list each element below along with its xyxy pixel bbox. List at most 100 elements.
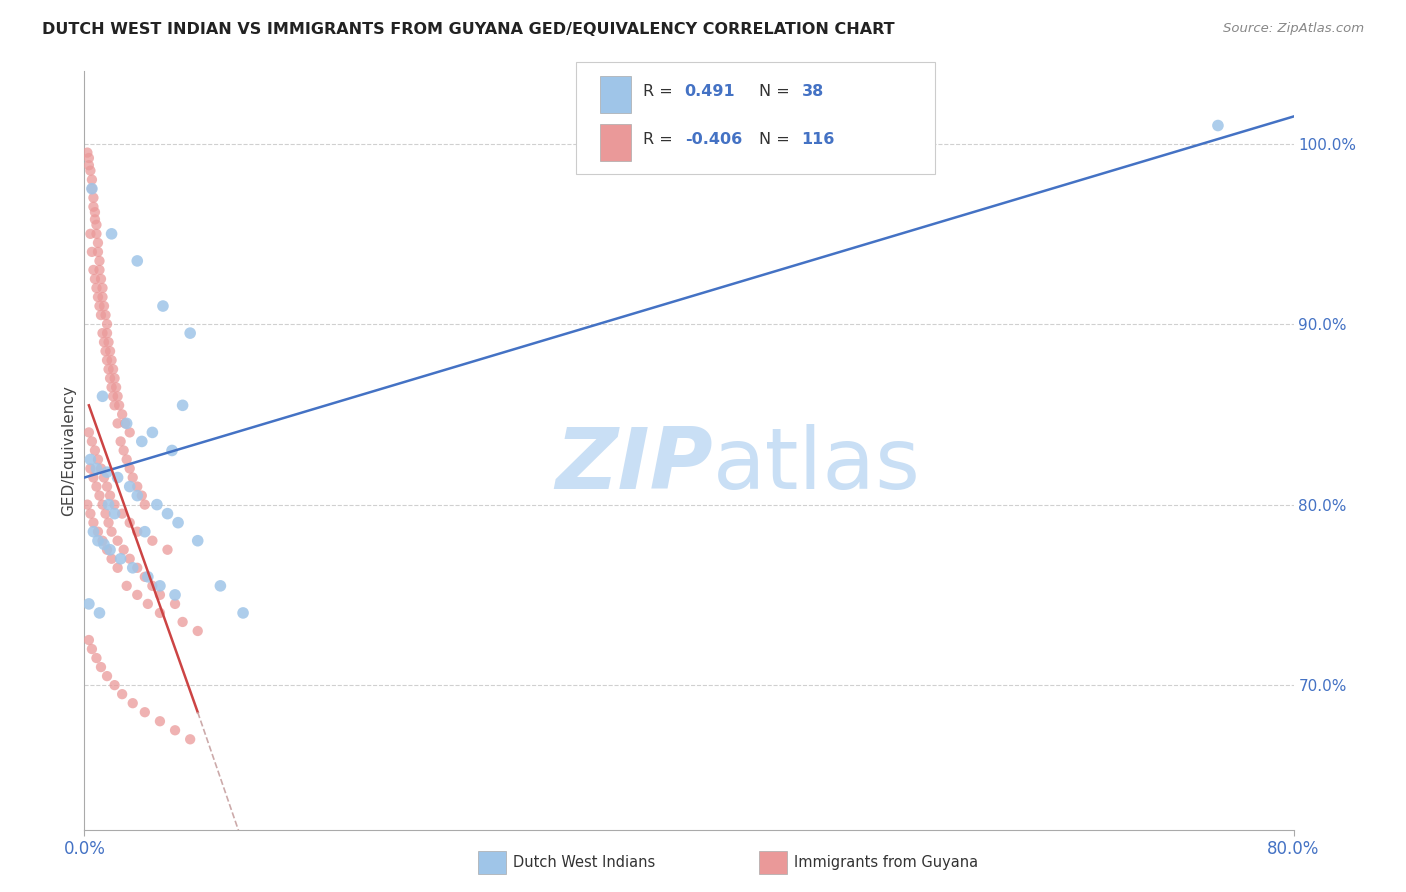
Point: [82, 470, 104, 484]
Point: [110, 551, 132, 566]
Point: [76, 145, 98, 160]
Point: [80, 182, 103, 196]
Point: [187, 533, 209, 548]
Point: [118, 425, 141, 440]
Point: [118, 516, 141, 530]
Point: [87, 533, 110, 548]
Point: [179, 732, 201, 747]
Point: [89, 263, 111, 277]
Point: [80, 434, 103, 449]
Point: [165, 597, 187, 611]
Point: [77, 425, 100, 440]
Point: [86, 651, 108, 665]
Point: [94, 344, 117, 359]
Point: [127, 479, 149, 493]
Point: [89, 299, 111, 313]
Text: 116: 116: [801, 132, 835, 147]
Point: [172, 615, 194, 629]
Point: [87, 244, 110, 259]
Point: [86, 479, 108, 493]
Point: [93, 470, 115, 484]
Point: [79, 227, 101, 241]
Point: [105, 380, 128, 394]
Point: [127, 561, 149, 575]
Point: [80, 172, 103, 186]
Point: [136, 570, 159, 584]
Point: [107, 470, 129, 484]
Point: [107, 389, 129, 403]
Point: [118, 479, 141, 493]
Point: [107, 417, 129, 431]
Point: [149, 579, 172, 593]
Point: [136, 597, 159, 611]
Point: [127, 588, 149, 602]
Point: [141, 579, 163, 593]
Point: [77, 632, 100, 647]
Point: [91, 498, 114, 512]
Point: [1206, 119, 1229, 133]
Point: [96, 465, 118, 479]
Text: 38: 38: [801, 84, 824, 99]
Point: [98, 542, 121, 557]
Point: [127, 524, 149, 539]
Point: [141, 533, 163, 548]
Point: [134, 524, 156, 539]
Point: [104, 398, 127, 412]
Point: [118, 461, 141, 475]
Point: [96, 542, 118, 557]
Point: [93, 537, 115, 551]
Point: [91, 290, 114, 304]
Point: [209, 579, 232, 593]
Point: [87, 452, 110, 467]
Point: [131, 434, 153, 449]
Point: [82, 191, 104, 205]
Point: [94, 308, 117, 322]
Point: [76, 498, 98, 512]
Point: [84, 205, 107, 219]
Point: [84, 212, 107, 227]
Point: [107, 561, 129, 575]
Point: [96, 317, 118, 331]
Point: [127, 253, 149, 268]
Point: [111, 507, 134, 521]
Point: [96, 479, 118, 493]
Point: [84, 272, 107, 286]
Point: [232, 606, 254, 620]
Y-axis label: GED/Equivalency: GED/Equivalency: [60, 385, 76, 516]
Text: ZIP: ZIP: [555, 424, 713, 508]
Point: [94, 507, 117, 521]
Point: [93, 299, 115, 313]
Point: [82, 516, 104, 530]
Point: [89, 606, 111, 620]
Point: [98, 489, 121, 503]
Point: [100, 524, 122, 539]
Point: [93, 335, 115, 350]
Point: [115, 579, 138, 593]
Point: [110, 434, 132, 449]
Point: [172, 398, 194, 412]
Point: [87, 235, 110, 250]
Point: [97, 335, 120, 350]
Point: [80, 642, 103, 657]
Point: [86, 227, 108, 241]
Point: [77, 151, 100, 165]
Point: [79, 452, 101, 467]
Point: [187, 624, 209, 638]
Point: [104, 678, 127, 692]
Text: Immigrants from Guyana: Immigrants from Guyana: [794, 855, 979, 870]
Text: Dutch West Indians: Dutch West Indians: [513, 855, 655, 870]
Point: [89, 489, 111, 503]
Point: [89, 253, 111, 268]
Point: [87, 290, 110, 304]
Point: [156, 542, 179, 557]
Point: [112, 443, 135, 458]
Point: [146, 498, 169, 512]
Point: [79, 163, 101, 178]
Point: [134, 498, 156, 512]
Point: [104, 498, 127, 512]
Point: [160, 443, 183, 458]
Point: [121, 561, 143, 575]
Text: Source: ZipAtlas.com: Source: ZipAtlas.com: [1223, 22, 1364, 36]
Point: [79, 507, 101, 521]
Point: [115, 417, 138, 431]
